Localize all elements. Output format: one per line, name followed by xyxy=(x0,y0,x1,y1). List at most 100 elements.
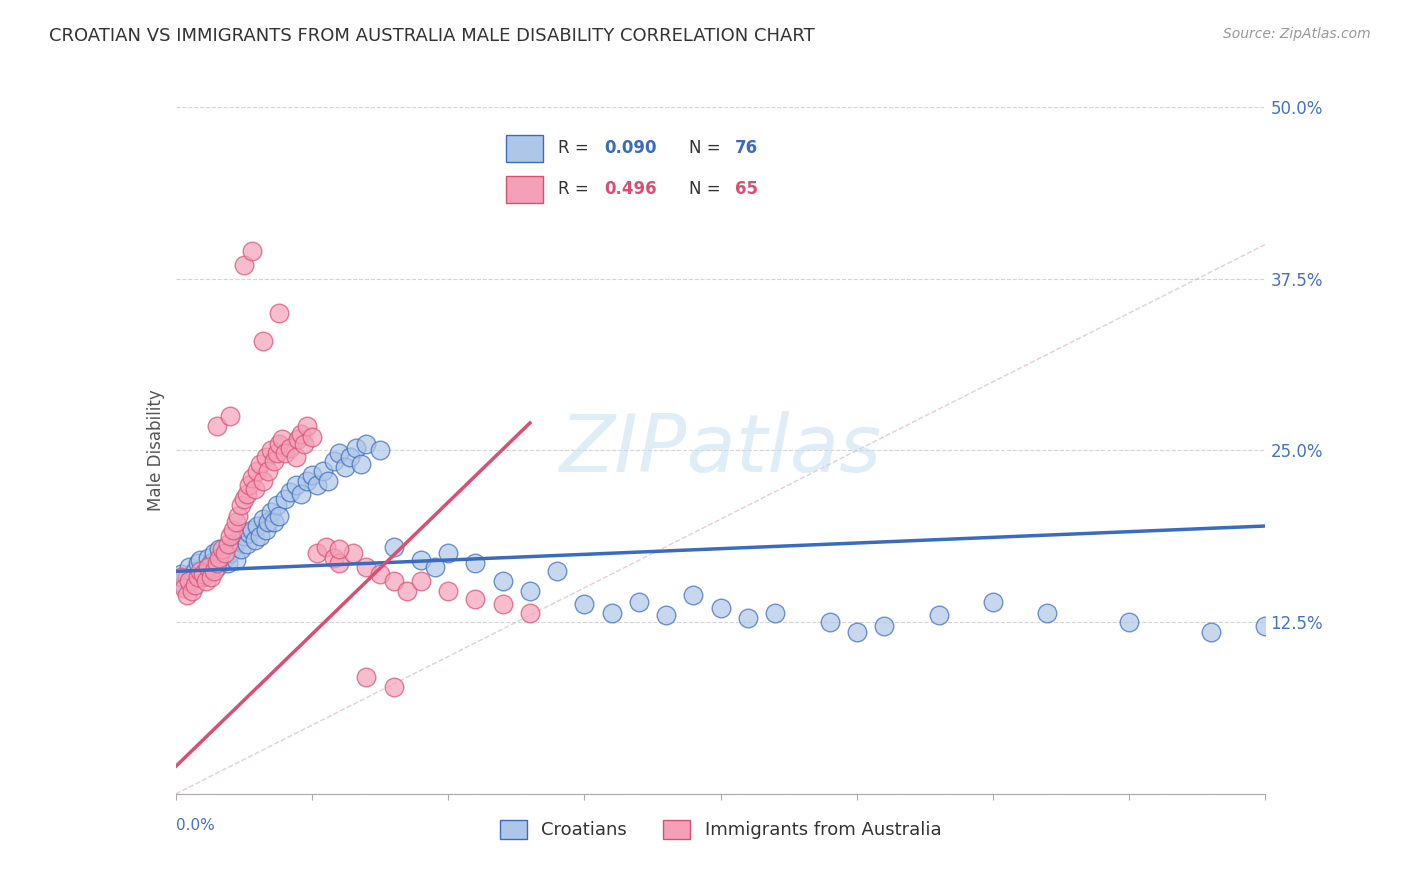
Point xyxy=(254,450,277,465)
Point xyxy=(269,509,291,524)
Point xyxy=(252,334,274,348)
Point xyxy=(574,597,596,611)
Point xyxy=(235,537,257,551)
Point xyxy=(240,244,263,259)
Point xyxy=(170,570,193,584)
Point xyxy=(222,523,245,537)
Point xyxy=(231,499,253,513)
Point xyxy=(307,546,329,561)
Point xyxy=(235,487,257,501)
Point xyxy=(231,542,253,557)
Point xyxy=(188,553,211,567)
Point xyxy=(333,459,356,474)
Point xyxy=(194,563,217,577)
Point xyxy=(519,606,541,620)
Point xyxy=(284,450,307,465)
Point xyxy=(464,556,486,570)
Point xyxy=(238,525,260,540)
Point xyxy=(350,457,373,471)
Point xyxy=(368,567,391,582)
Point xyxy=(284,478,307,492)
Point xyxy=(200,556,222,570)
Point xyxy=(208,542,231,557)
Point xyxy=(981,594,1004,608)
Point xyxy=(197,550,219,565)
Point xyxy=(176,570,198,584)
Point xyxy=(173,581,195,595)
Point xyxy=(252,474,274,488)
Point xyxy=(318,474,340,488)
Point xyxy=(492,574,515,588)
Point xyxy=(409,553,432,567)
Point xyxy=(211,542,233,557)
Point xyxy=(322,550,344,565)
Point xyxy=(301,468,323,483)
Point xyxy=(246,464,269,478)
Point xyxy=(205,556,228,570)
Point xyxy=(217,556,239,570)
Point xyxy=(269,436,291,450)
Point xyxy=(228,533,250,547)
Point xyxy=(179,574,201,588)
Point xyxy=(186,556,209,570)
Point xyxy=(301,430,323,444)
Point xyxy=(368,443,391,458)
Point xyxy=(437,583,460,598)
Point xyxy=(249,457,271,471)
Point xyxy=(205,560,228,574)
Point xyxy=(519,583,541,598)
Point xyxy=(181,583,204,598)
Point xyxy=(254,523,277,537)
Point xyxy=(263,515,285,529)
Point xyxy=(655,608,678,623)
Point xyxy=(252,512,274,526)
Point xyxy=(928,608,950,623)
Point xyxy=(315,540,337,554)
Point xyxy=(181,574,204,588)
Point xyxy=(263,454,285,468)
Y-axis label: Male Disability: Male Disability xyxy=(146,390,165,511)
Point xyxy=(492,597,515,611)
Point xyxy=(194,574,217,588)
Point xyxy=(191,570,214,584)
Point xyxy=(191,567,214,582)
Point xyxy=(437,546,460,561)
Point xyxy=(682,588,704,602)
Point xyxy=(763,606,786,620)
Point xyxy=(328,542,350,557)
Point xyxy=(600,606,623,620)
Point xyxy=(243,482,266,496)
Point xyxy=(271,433,294,447)
Point xyxy=(222,540,245,554)
Point xyxy=(409,574,432,588)
Point xyxy=(278,484,301,499)
Point xyxy=(217,537,239,551)
Point xyxy=(274,446,297,460)
Point xyxy=(202,565,225,579)
Point xyxy=(179,560,201,574)
Point xyxy=(170,567,193,582)
Point xyxy=(184,565,207,579)
Point xyxy=(1199,624,1222,639)
Point xyxy=(228,509,250,524)
Text: CROATIAN VS IMMIGRANTS FROM AUSTRALIA MALE DISABILITY CORRELATION CHART: CROATIAN VS IMMIGRANTS FROM AUSTRALIA MA… xyxy=(49,27,815,45)
Point xyxy=(214,546,236,561)
Point xyxy=(464,591,486,606)
Point xyxy=(205,418,228,433)
Point xyxy=(873,619,896,633)
Point xyxy=(295,418,318,433)
Point xyxy=(240,523,263,537)
Point xyxy=(1254,619,1277,633)
Point xyxy=(295,474,318,488)
Text: ZIPatlas: ZIPatlas xyxy=(560,411,882,490)
Point xyxy=(249,528,271,542)
Point xyxy=(290,427,312,442)
Point xyxy=(257,515,280,529)
Point xyxy=(342,546,364,561)
Point xyxy=(307,478,329,492)
Point xyxy=(184,578,207,592)
Point xyxy=(202,546,225,561)
Point xyxy=(176,588,198,602)
Point xyxy=(312,464,335,478)
Point xyxy=(208,550,231,565)
